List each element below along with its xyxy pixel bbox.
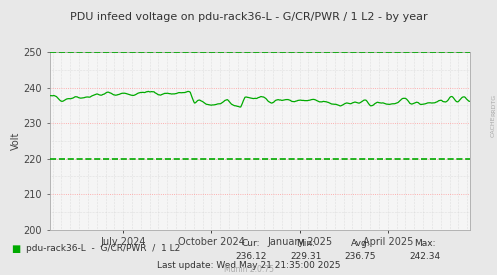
Text: PDU infeed voltage on pdu-rack36-L - G/CR/PWR / 1 L2 - by year: PDU infeed voltage on pdu-rack36-L - G/C… [70, 12, 427, 22]
Text: Cur:: Cur: [242, 239, 260, 248]
Text: Munin 2.0.75: Munin 2.0.75 [224, 265, 273, 274]
Text: CACHE: CACHE [491, 116, 496, 137]
Text: 229.31: 229.31 [290, 252, 322, 261]
Text: ■: ■ [11, 244, 20, 254]
Text: Min:: Min: [296, 239, 315, 248]
Y-axis label: Volt: Volt [10, 132, 21, 150]
Text: 242.34: 242.34 [410, 252, 440, 261]
Text: pdu-rack36-L  -  G/CR/PWR  /  1 L2: pdu-rack36-L - G/CR/PWR / 1 L2 [26, 244, 180, 253]
Text: RRDTG: RRDTG [491, 94, 496, 115]
Text: Avg:: Avg: [350, 239, 370, 248]
Text: 236.12: 236.12 [235, 252, 267, 261]
Text: Max:: Max: [414, 239, 436, 248]
Text: Last update: Wed May 21 21:35:00 2025: Last update: Wed May 21 21:35:00 2025 [157, 262, 340, 270]
Text: 236.75: 236.75 [344, 252, 376, 261]
